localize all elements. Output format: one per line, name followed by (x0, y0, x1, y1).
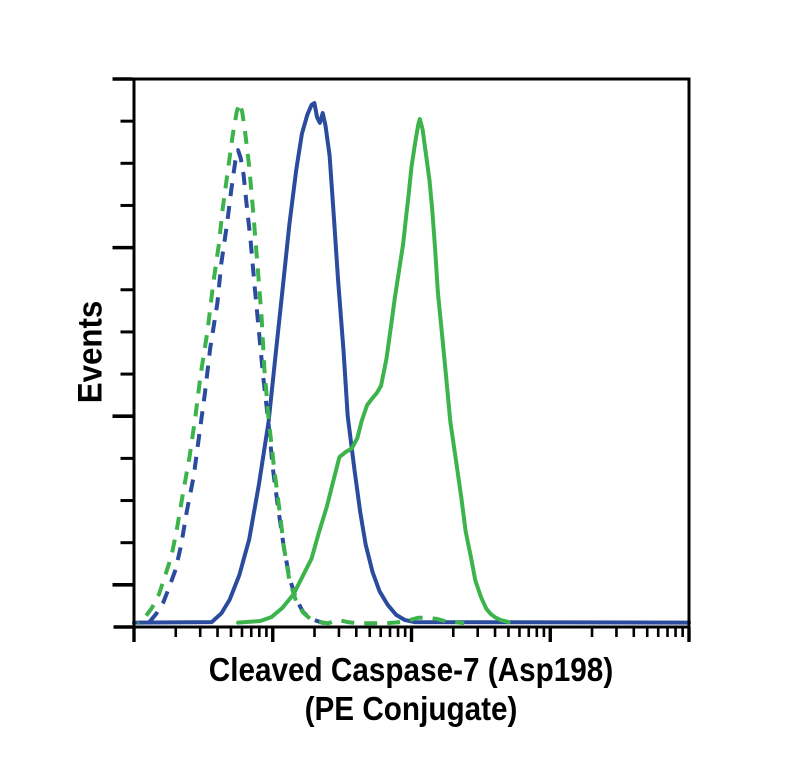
x-axis-label: Cleaved Caspase-7 (Asp198) (PE Conjugate… (36, 650, 786, 728)
dashed-blue-histogram-curve (147, 148, 325, 626)
solid-green-histogram-curve (236, 117, 511, 625)
x-axis-label-line1: Cleaved Caspase-7 (Asp198) (208, 651, 614, 688)
x-axis-label-line2: (PE Conjugate) (304, 690, 518, 727)
dashed-green-histogram-curve (136, 101, 465, 626)
solid-blue-histogram-curve (132, 101, 691, 625)
plot-border (132, 77, 691, 629)
